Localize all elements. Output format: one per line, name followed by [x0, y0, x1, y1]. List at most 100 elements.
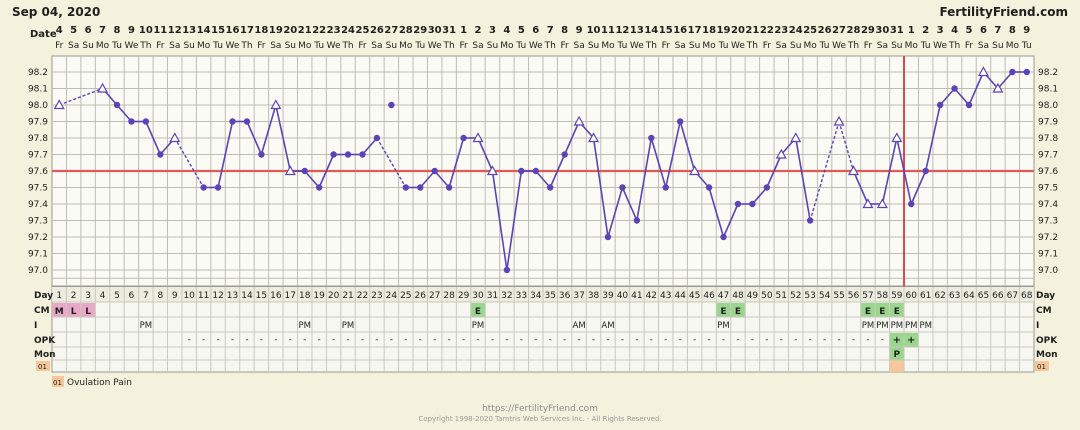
date-label: 11 [153, 25, 167, 36]
row-label-opk: OPK [34, 336, 56, 346]
intercourse-mark: PM [717, 321, 729, 331]
temp-line-dashed [376, 137, 407, 188]
temp-line-segment [968, 71, 985, 106]
temp-point-excluded [977, 66, 989, 77]
row-label-right-opk: OPK [1036, 336, 1058, 346]
date-label: 28 [399, 25, 413, 36]
date-label: 7 [99, 25, 106, 36]
day-number: 58 [877, 291, 889, 301]
weekday-label: Mo [1006, 41, 1020, 51]
day-number: 47 [718, 291, 729, 301]
day-number: 53 [804, 291, 815, 301]
cm-value: E [894, 307, 900, 317]
date-label: 22 [312, 25, 326, 36]
day-number: 65 [978, 291, 989, 301]
date-label: 5 [518, 25, 525, 36]
footer-url[interactable]: https://FertilityFriend.com [482, 404, 598, 414]
weekday-label: Su [992, 41, 1003, 51]
date-label: 13 [182, 25, 196, 36]
day-number: 37 [573, 291, 584, 301]
temp-point [1023, 68, 1030, 76]
temp-line-segment [419, 170, 436, 189]
date-label: 13 [630, 25, 644, 36]
temp-line-segment [535, 170, 551, 189]
day-number: 66 [992, 291, 1004, 301]
opk-negative-mark: - [491, 335, 494, 345]
day-number: 20 [328, 291, 340, 301]
temp-line-segment [607, 187, 624, 238]
temp-line-segment [679, 121, 696, 172]
date-label: 15 [659, 25, 673, 36]
weekday-label: Tu [515, 41, 526, 51]
opk-negative-mark: - [563, 335, 566, 345]
temp-point-excluded [862, 198, 874, 209]
temp-point [445, 184, 453, 191]
opk-negative-mark: - [188, 335, 191, 345]
temp-line-segment [563, 121, 580, 155]
date-label: 23 [774, 25, 788, 36]
temp-point-excluded [775, 148, 787, 159]
temp-line-dashed [838, 121, 855, 172]
opk-negative-mark: - [635, 335, 638, 345]
y-axis-right: 97.0 97.1 97.2 97.3 97.4 97.5 97.6 97.7 97.8 97.9… [1038, 68, 1058, 276]
temp-point [431, 167, 438, 175]
day-number: 33 [516, 291, 527, 301]
date-row-label: Date [30, 29, 57, 40]
day-number: 43 [660, 291, 671, 301]
weekday-label: Tu [1021, 41, 1032, 51]
day-number: 23 [371, 291, 382, 301]
weekday-label: Th [139, 41, 151, 51]
temp-point-excluded [270, 99, 282, 110]
opk-negative-mark: - [260, 335, 263, 345]
y-tick-right: 97.4 [1038, 200, 1058, 210]
date-label: 24 [789, 25, 803, 36]
cm-cell [875, 303, 890, 317]
weekday-label: We [124, 41, 138, 51]
temp-line-segment [997, 71, 1013, 90]
weekday-label: Su [790, 41, 801, 51]
chart-date: Sep 04, 2020 [12, 5, 100, 19]
weekday-label: Su [891, 41, 902, 51]
date-label: 23 [327, 25, 341, 36]
mon-cell [889, 347, 905, 360]
date-label: 17 [240, 25, 254, 36]
weekday-label: Sa [877, 41, 888, 51]
weekday-label: Tu [920, 41, 931, 51]
date-label: 4 [56, 25, 63, 36]
temp-point [763, 184, 771, 191]
date-label: 26 [818, 25, 832, 36]
temp-point [113, 101, 121, 109]
temp-line-segment [318, 154, 335, 188]
opk-negative-mark: - [433, 335, 436, 345]
day-number: 64 [963, 291, 975, 301]
cm-cell [80, 303, 96, 317]
date-label: 2 [475, 25, 482, 36]
temp-line-segment [722, 203, 739, 238]
date-label: 19 [717, 25, 731, 36]
temp-line-segment [708, 187, 725, 238]
day-number: 17 [285, 291, 296, 301]
opk-negative-mark: - [520, 335, 523, 345]
opk-negative-mark: - [664, 335, 667, 345]
weekday-label: We [630, 41, 644, 51]
weekday-label: Fr [257, 41, 266, 51]
weekday-label: Fr [55, 41, 64, 51]
day-number: 5 [114, 291, 120, 301]
date-label: 20 [731, 25, 745, 36]
weekday-label: We [933, 41, 947, 51]
opk-negative-mark: - [419, 335, 422, 345]
cm-cell [66, 303, 81, 317]
temp-point [662, 184, 669, 191]
day-number: 54 [819, 291, 831, 301]
temp-line-segment [896, 137, 913, 205]
cm-value: E [720, 307, 726, 317]
day-number: 8 [157, 291, 163, 301]
intercourse-mark: AM [573, 321, 586, 331]
row-label-i: I [34, 321, 37, 331]
date-label: 27 [832, 25, 846, 36]
temp-point [518, 167, 525, 175]
row-label-right-i: I [1036, 321, 1039, 331]
weekday-label: We [832, 41, 846, 51]
day-number: 29 [458, 291, 470, 301]
